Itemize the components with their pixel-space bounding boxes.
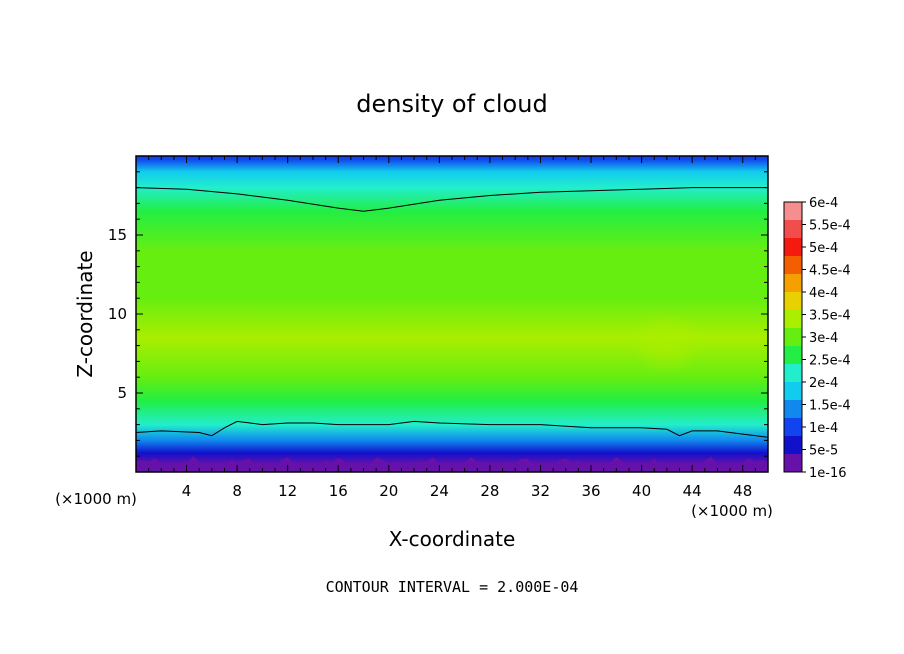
- x-tick-label: 28: [480, 482, 499, 500]
- y-tick-label: 10: [108, 305, 127, 323]
- contour-line: [136, 187, 768, 212]
- colorbar-swatch: [784, 220, 802, 239]
- x-axis-ticks: 4 8 12 16 20 24 28 32 36 40 44 48: [135, 156, 769, 500]
- y-axis-label: Z-coordinate: [73, 250, 97, 377]
- colorbar-label: 5e-5: [809, 444, 838, 459]
- surface-band: [136, 456, 768, 472]
- colorbar-swatch: [784, 292, 802, 311]
- colorbar-label: 2e-4: [809, 376, 838, 391]
- y-unit-label: (×1000 m): [55, 490, 137, 508]
- colorbar-swatch: [784, 364, 802, 383]
- colorbar-swatch: [784, 454, 802, 473]
- colorbar-swatch: [784, 310, 802, 329]
- colorbar-swatch: [784, 328, 802, 347]
- colorbar-label: 3.5e-4: [809, 309, 851, 324]
- colorbar-swatch: [784, 418, 802, 437]
- colorbar-label: 4.5e-4: [809, 264, 851, 279]
- x-tick-label: 8: [232, 482, 242, 500]
- colorbar-swatch: [784, 202, 802, 221]
- x-axis-label: X-coordinate: [389, 527, 516, 551]
- contour-lines: [136, 187, 768, 438]
- x-tick-label: 24: [430, 482, 449, 500]
- y-tick-label: 15: [108, 226, 127, 244]
- colorbar-swatch: [784, 436, 802, 455]
- colorbar-label: 5.5e-4: [809, 219, 851, 234]
- y-axis-ticks: 5 10 15: [108, 155, 768, 473]
- colorbar-swatch: [784, 400, 802, 419]
- colorbar-label: 1.5e-4: [809, 399, 851, 414]
- x-tick-label: 48: [733, 482, 752, 500]
- colorbar-label: 3e-4: [809, 331, 838, 346]
- x-tick-label: 4: [182, 482, 192, 500]
- x-tick-label: 36: [581, 482, 600, 500]
- contour-line: [136, 420, 768, 438]
- chart-title: density of cloud: [356, 90, 547, 118]
- colorbar-label: 5e-4: [809, 241, 838, 256]
- colorbar-swatch: [784, 382, 802, 401]
- colorbar-label: 2.5e-4: [809, 354, 851, 369]
- x-tick-label: 20: [379, 482, 398, 500]
- x-tick-label: 32: [531, 482, 550, 500]
- x-tick-label: 40: [632, 482, 651, 500]
- colorbar-swatch: [784, 238, 802, 257]
- colorbar-swatch: [784, 274, 802, 293]
- colorbar: 6e-4 5.5e-4 5e-4 4.5e-4 4e-4 3.5e-4 3e-4 2.5e-4…: [783, 196, 851, 481]
- x-tick-label: 12: [278, 482, 297, 500]
- colorbar-label: 1e-16: [809, 466, 847, 481]
- x-unit-label: (×1000 m): [691, 502, 773, 520]
- colorbar-swatch: [784, 346, 802, 365]
- y-tick-label: 5: [117, 384, 127, 402]
- colorbar-label: 1e-4: [809, 421, 838, 436]
- density-field: [136, 156, 768, 472]
- x-tick-label: 44: [683, 482, 702, 500]
- x-tick-label: 16: [329, 482, 348, 500]
- colorbar-swatch: [784, 256, 802, 275]
- density-maximum-patch: [628, 310, 705, 375]
- colorbar-label: 4e-4: [809, 286, 838, 301]
- contour-interval-note: CONTOUR INTERVAL = 2.000E-04: [326, 578, 579, 596]
- colorbar-label: 6e-4: [809, 196, 838, 211]
